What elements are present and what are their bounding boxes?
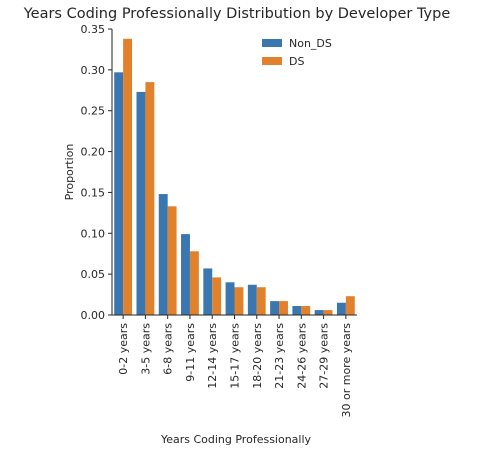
legend-label-ds: DS	[289, 55, 304, 68]
x-tick-label: 6-8 years	[162, 323, 175, 375]
bar-ds-1	[145, 82, 155, 315]
chart-title: Years Coding Professionally Distribution…	[23, 6, 451, 22]
x-tick-label: 12-14 years	[206, 323, 219, 389]
x-tick-label: 15-17 years	[229, 323, 242, 389]
x-tick-label: 24-26 years	[295, 323, 308, 389]
bar-non-ds-8	[292, 306, 302, 315]
bar-non-ds-0	[114, 72, 124, 316]
x-tick-label: 3-5 years	[139, 323, 152, 375]
legend-label-non-ds: Non_DS	[289, 37, 332, 50]
bar-non-ds-7	[270, 301, 280, 315]
y-tick-label: 0.10	[81, 227, 106, 240]
bar-non-ds-4	[203, 268, 213, 315]
bar-ds-2	[167, 206, 177, 315]
bar-non-ds-6	[247, 284, 257, 315]
bar-ds-9	[323, 310, 333, 315]
bar-ds-5	[234, 287, 244, 315]
legend-swatch-ds	[262, 57, 282, 65]
y-tick-label: 0.25	[81, 105, 106, 118]
legend: Non_DS DS	[262, 37, 332, 68]
x-axis-label: Years Coding Professionally	[160, 433, 312, 446]
y-tick-label: 0.35	[81, 23, 106, 36]
x-tick-label: 27-29 years	[318, 323, 331, 389]
bar-ds-6	[256, 287, 266, 315]
legend-swatch-non-ds	[262, 39, 282, 47]
x-tick-label: 9-11 years	[184, 323, 197, 382]
y-tick-label: 0.30	[81, 64, 106, 77]
bar-non-ds-9	[314, 310, 324, 315]
bar-ds-3	[189, 251, 199, 315]
x-tick-label: 18-20 years	[251, 323, 264, 389]
bar-non-ds-1	[136, 91, 146, 315]
bar-non-ds-2	[158, 194, 168, 315]
bar-non-ds-5	[225, 282, 235, 315]
y-axis-label: Proportion	[63, 144, 76, 201]
bars	[114, 38, 355, 316]
bar-non-ds-3	[181, 234, 190, 315]
bar-ds-7	[279, 301, 288, 315]
y-axis-ticks: 0.00 0.05 0.10 0.15 0.20 0.25 0.30 0.35	[81, 23, 112, 322]
bar-non-ds-10	[336, 302, 346, 315]
y-tick-label: 0.15	[81, 186, 106, 199]
x-tick-label: 21-23 years	[273, 323, 286, 389]
y-tick-label: 0.05	[81, 268, 106, 281]
bar-ds-0	[123, 38, 133, 315]
bar-ds-4	[212, 277, 222, 315]
bar-ds-8	[301, 306, 311, 315]
bar-ds-10	[345, 296, 355, 315]
x-tick-label: 30 or more years	[340, 323, 353, 418]
x-tick-label: 0-2 years	[117, 323, 130, 375]
y-tick-label: 0.20	[81, 146, 106, 159]
x-axis-ticks: 0-2 years 3-5 years 6-8 years 9-11 years 12-…	[117, 315, 353, 418]
y-tick-label: 0.00	[81, 309, 106, 322]
